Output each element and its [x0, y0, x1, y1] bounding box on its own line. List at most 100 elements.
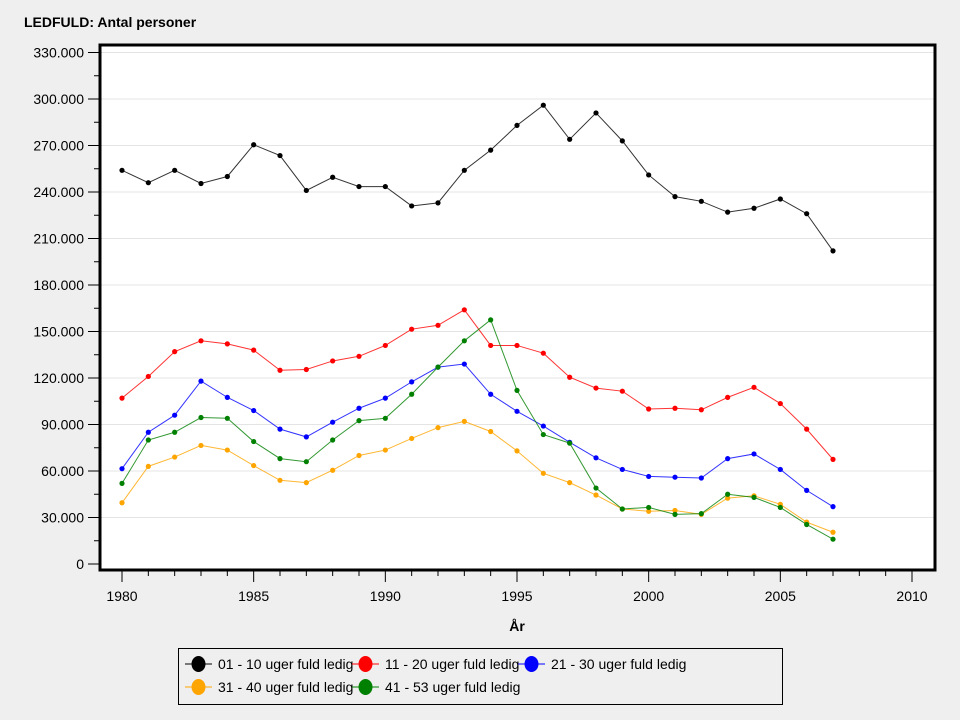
data-point	[277, 152, 283, 159]
y-tick-label: 120.000	[33, 370, 84, 386]
legend-item: 01 - 10 uger fuld ledig	[185, 656, 353, 672]
data-point	[251, 462, 257, 469]
data-point	[251, 142, 257, 148]
data-point	[567, 480, 573, 486]
data-point	[488, 147, 494, 153]
data-point	[356, 405, 362, 411]
data-point	[382, 447, 388, 453]
data-point	[435, 200, 441, 206]
y-tick-label: 270.000	[33, 138, 84, 154]
data-point	[593, 385, 599, 391]
data-point	[356, 418, 362, 424]
data-point	[804, 487, 810, 493]
data-point	[514, 342, 520, 349]
series-5	[119, 317, 836, 542]
x-tick-label: 1985	[238, 588, 269, 604]
legend-marker-icon	[191, 656, 206, 672]
data-point	[461, 418, 467, 424]
data-point	[567, 440, 573, 446]
legend-label: 31 - 40 uger fuld ledig	[218, 679, 353, 695]
y-tick-label: 240.000	[33, 184, 84, 200]
data-point	[382, 183, 388, 190]
data-point	[593, 492, 599, 498]
data-point	[725, 456, 731, 462]
data-point	[145, 180, 151, 186]
y-tick-label: 300.000	[33, 91, 84, 107]
y-tick-label: 210.000	[33, 231, 84, 247]
data-point	[698, 475, 704, 481]
data-point	[672, 511, 678, 517]
y-tick-label: 150.000	[33, 324, 84, 340]
x-tick-label: 2000	[633, 588, 664, 604]
data-point	[619, 506, 625, 512]
data-point	[672, 474, 678, 480]
series-line	[121, 363, 834, 508]
data-point	[488, 428, 494, 435]
data-point	[488, 391, 494, 397]
y-tick-label: 0	[76, 556, 84, 572]
series-line	[121, 420, 834, 533]
legend: 01 - 10 uger fuld ledig 11 - 20 uger fuld…	[178, 648, 783, 705]
legend-marker-icon	[524, 656, 539, 672]
data-point	[356, 183, 362, 190]
data-point	[382, 415, 388, 421]
plot-area	[100, 45, 935, 570]
data-point	[119, 167, 125, 173]
data-point	[830, 504, 836, 510]
series-line	[121, 319, 834, 540]
data-point	[145, 429, 151, 435]
data-point	[303, 366, 309, 373]
y-tick-label: 330.000	[33, 45, 84, 61]
data-point	[198, 414, 204, 421]
legend-label: 11 - 20 uger fuld ledig	[385, 656, 519, 672]
data-point	[356, 452, 362, 459]
data-point	[646, 172, 652, 178]
data-point	[725, 394, 731, 400]
data-point	[198, 442, 204, 449]
data-point	[409, 435, 415, 442]
data-point	[172, 167, 178, 173]
y-tick-label: 60.000	[41, 463, 84, 479]
data-point	[567, 136, 573, 142]
data-point	[593, 485, 599, 491]
data-point	[461, 338, 467, 344]
data-point	[514, 408, 520, 414]
data-point	[646, 508, 652, 514]
data-point	[303, 434, 309, 440]
series-3	[119, 361, 836, 510]
legend-marker-icon	[358, 656, 373, 672]
data-point	[251, 347, 257, 353]
data-point	[251, 438, 257, 445]
data-point	[382, 395, 388, 401]
data-point	[224, 341, 230, 347]
data-point	[435, 425, 441, 431]
data-point	[646, 406, 652, 412]
legend-label: 41 - 53 uger fuld ledig	[385, 679, 520, 695]
data-point	[804, 521, 810, 528]
data-point	[619, 138, 625, 144]
data-point	[145, 463, 151, 469]
data-point	[698, 407, 704, 413]
data-point	[119, 500, 125, 506]
data-point	[172, 454, 178, 460]
data-point	[646, 473, 652, 480]
data-point	[277, 367, 283, 373]
legend-label: 01 - 10 uger fuld ledig	[218, 656, 353, 672]
legend-marker-icon	[358, 679, 373, 695]
data-point	[830, 456, 836, 462]
data-point	[725, 495, 731, 501]
data-point	[224, 415, 230, 421]
data-point	[198, 338, 204, 344]
data-point	[435, 364, 441, 370]
data-point	[777, 400, 783, 407]
data-point	[698, 511, 704, 517]
data-point	[488, 342, 494, 349]
data-point	[777, 504, 783, 511]
data-point	[514, 448, 520, 454]
legend-item: 31 - 40 uger fuld ledig	[185, 679, 353, 695]
data-point	[619, 466, 625, 473]
x-tick-label: 2005	[765, 588, 796, 604]
data-point	[198, 180, 204, 187]
data-point	[382, 342, 388, 349]
x-axis-label: År	[509, 618, 525, 634]
